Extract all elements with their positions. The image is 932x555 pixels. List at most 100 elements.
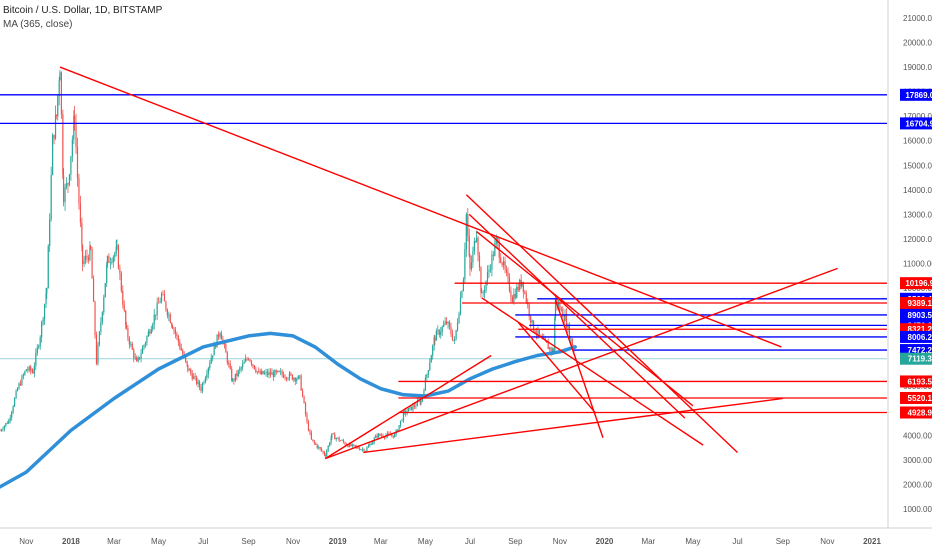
x-tick-label: Nov [19,537,33,546]
price-candle-body [571,338,573,348]
price-candle-body [43,304,46,319]
price-candle-body [144,342,147,346]
price-candle-body [237,370,239,376]
price-candle-body [42,318,44,323]
price-candle-body [274,370,276,377]
price-candle-body [559,303,561,310]
price-candle-body [530,316,532,323]
price-candle-body [106,256,109,265]
price-candle-body [109,262,111,264]
price-candle-body [160,293,163,302]
price-candle-body [108,256,110,263]
price-candle-body [388,433,390,434]
trend-line[interactable] [324,354,492,460]
price-candle-body [137,357,139,362]
trend-line[interactable] [468,213,686,419]
price-candle-body [456,322,459,331]
price-candle-body [484,289,486,293]
price-candle-body [106,264,108,284]
price-level-badge [900,330,932,343]
price-candle-body [3,425,5,430]
price-candle-body [511,296,513,302]
price-candle-body [480,267,482,293]
price-candle-body [219,333,221,337]
price-candle-body [426,374,428,378]
price-candle-body [369,443,371,446]
y-tick-label: 21000.00 [903,14,932,23]
price-candle-body [465,214,467,250]
price-candle-body [233,379,235,381]
price-level-label: 6193.57 [908,377,932,386]
price-candle-body [306,414,308,422]
price-candle-body [477,237,479,256]
price-candle-body [191,373,193,379]
price-candle-body [341,440,343,442]
price-candle-body [500,257,502,263]
price-candle-body [54,114,57,139]
price-candle-body [280,371,282,373]
price-candle-body [409,406,411,409]
price-candle-body [263,372,266,375]
price-candle-body [299,375,301,377]
price-candle-body [78,178,80,204]
price-candle-body [152,324,154,330]
price-candle-body [200,387,202,391]
price-candle-body [215,344,217,348]
price-candle-body [459,297,462,314]
price-candle-body [133,349,135,358]
trend-line[interactable] [59,66,782,348]
price-candle-body [146,336,148,343]
price-candle-body [220,333,223,340]
price-candle-body [249,359,251,362]
price-candle-body [560,308,562,310]
x-tick-label: Nov [820,537,834,546]
price-candle-body [155,314,157,316]
price-candle-body [111,262,113,263]
price-candle-body [171,322,173,327]
price-candle-body [265,371,267,373]
trend-line[interactable] [465,194,738,453]
price-candle-body [462,279,465,292]
price-candle-body [407,408,410,412]
y-tick-label: 15000.00 [903,161,932,170]
price-candle-body [415,406,417,407]
price-candle-body [39,337,41,347]
x-tick-label: May [685,537,700,546]
price-candle-body [423,390,425,396]
price-candle-body [186,360,188,365]
price-candle-body [334,434,336,440]
y-tick-label: 14000.00 [903,186,932,195]
price-candle-body [303,396,305,403]
price-candle-body [455,330,457,340]
price-candle-body [143,345,145,348]
trend-line[interactable] [476,230,694,407]
y-tick-label: 1000.00 [903,505,932,514]
price-candle-body [139,357,141,359]
price-candle-body [86,255,88,258]
price-candle-body [258,371,260,372]
trend-line[interactable] [554,300,604,438]
price-candle-body [464,249,466,280]
price-candle-body [266,371,269,375]
price-candle-body [364,450,367,452]
price-candle-body [531,320,533,323]
price-candle-body [71,139,73,157]
trend-line[interactable] [363,397,783,454]
price-candle-body [310,432,312,440]
price-candle-body [57,95,59,117]
price-candle-body [92,278,95,302]
price-candle-body [412,405,414,411]
price-candle-body [131,343,133,350]
price-candle-body [165,301,167,310]
price-candle-body [8,420,10,424]
trend-line[interactable] [517,321,597,414]
price-candle-body [443,324,445,327]
price-candle-body [420,400,422,404]
price-candle-body [120,273,122,292]
price-candle-body [114,253,116,257]
price-candle-body [491,254,493,270]
price-candle-body [234,373,236,381]
price-candle-body [243,362,245,364]
